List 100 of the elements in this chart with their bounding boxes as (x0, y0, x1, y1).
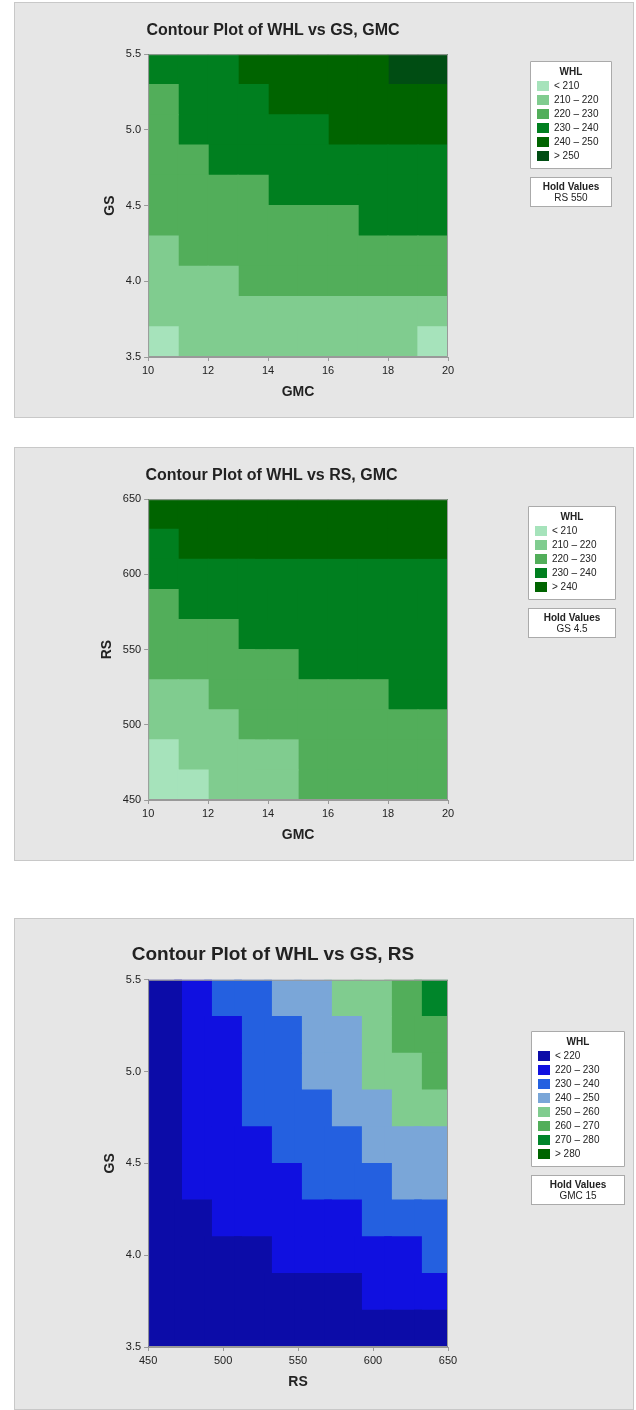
point (207, 558, 239, 590)
y-axis-title: GS (101, 1153, 118, 1174)
legend-label: > 250 (554, 149, 580, 161)
point (207, 54, 239, 85)
x-tick-label: 20 (441, 363, 455, 376)
point (177, 205, 209, 237)
legend-title: WHL (560, 510, 584, 522)
point (234, 979, 272, 1018)
point (267, 739, 299, 771)
point (297, 265, 329, 297)
point (237, 588, 269, 621)
legend-label: < 220 (555, 1049, 581, 1061)
point (357, 235, 389, 267)
point (207, 174, 239, 207)
legend-label: 220 – 230 (552, 552, 597, 564)
text: GS 4.5 (555, 623, 589, 634)
point (327, 235, 359, 267)
point (357, 174, 389, 207)
point (384, 1236, 422, 1275)
point (267, 528, 299, 560)
y-tick-label: 650 (122, 492, 142, 505)
point (234, 1236, 272, 1275)
point (297, 558, 329, 590)
point (417, 295, 448, 328)
point (417, 649, 448, 681)
point (327, 144, 359, 176)
point (237, 205, 269, 237)
y-tick-label: 4.0 (125, 1248, 142, 1261)
y-tick-label: 3.5 (125, 350, 142, 363)
point (148, 499, 179, 530)
point (237, 144, 269, 176)
point (387, 114, 419, 146)
point (237, 83, 269, 116)
point (207, 499, 239, 530)
point (207, 619, 239, 651)
point (327, 83, 359, 116)
point (177, 739, 209, 771)
point (417, 83, 448, 116)
legend-title: WHL (559, 65, 583, 77)
point (237, 235, 269, 267)
x-axis-title: GMC (281, 383, 315, 400)
point (357, 499, 389, 530)
point (327, 295, 359, 328)
point (267, 649, 299, 681)
point (327, 265, 359, 297)
point (177, 174, 209, 207)
y-tick-label: 600 (122, 567, 142, 580)
point (267, 769, 299, 800)
point (177, 619, 209, 651)
point (207, 83, 239, 116)
point (237, 679, 269, 711)
point (387, 558, 419, 590)
legend-label: > 240 (552, 580, 578, 592)
point (148, 558, 179, 590)
legend-label: 230 – 240 (554, 121, 599, 133)
point (207, 326, 239, 357)
point (237, 709, 269, 741)
chart-title: Contour Plot of WHL vs GS, RS (131, 942, 415, 964)
y-tick-label: 550 (122, 642, 142, 655)
legend-label: 240 – 250 (554, 135, 599, 147)
y-tick-label: 500 (122, 717, 142, 730)
point (267, 265, 299, 297)
text: RS 550 (553, 192, 589, 203)
point (327, 649, 359, 681)
point (417, 54, 448, 85)
point (207, 739, 239, 771)
point (148, 709, 179, 741)
point (297, 679, 329, 711)
point (357, 528, 389, 560)
point (357, 54, 389, 85)
point (148, 679, 179, 711)
text: GMC 15 (558, 1190, 598, 1201)
point (177, 679, 209, 711)
point (237, 295, 269, 328)
x-tick-label: 16 (321, 806, 335, 819)
point (177, 588, 209, 621)
y-tick-label: 5.0 (125, 122, 142, 135)
legend-label: 230 – 240 (555, 1077, 600, 1089)
x-tick-label: 12 (202, 806, 215, 819)
point (177, 54, 209, 85)
legend-label: 240 – 250 (555, 1091, 600, 1103)
point (207, 769, 239, 800)
point (297, 709, 329, 741)
x-tick-label: 550 (288, 1353, 308, 1366)
point (387, 265, 419, 297)
y-tick-label: 450 (122, 793, 142, 806)
point (417, 558, 448, 590)
point (417, 739, 448, 771)
point (297, 205, 329, 237)
x-tick-label: 18 (381, 363, 395, 376)
point (294, 979, 332, 1018)
point (357, 709, 389, 741)
x-axis-title: GMC (281, 826, 315, 843)
point (177, 709, 209, 741)
point (267, 54, 299, 85)
point (387, 326, 419, 357)
text: Hold Values (548, 1179, 608, 1190)
point (357, 295, 389, 328)
point (357, 144, 389, 176)
legend-label: > 280 (555, 1147, 581, 1159)
